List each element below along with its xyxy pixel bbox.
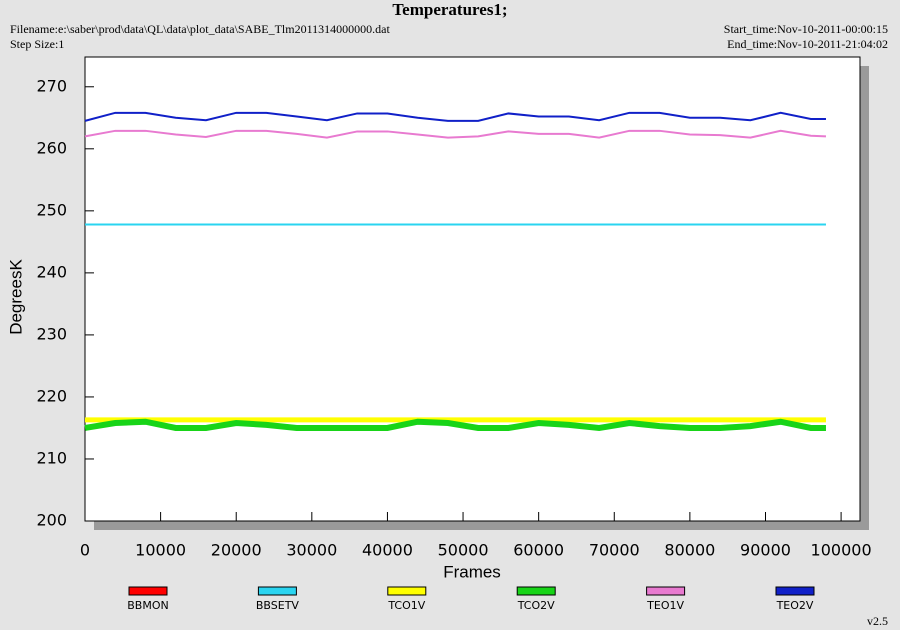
series-line — [84, 111, 826, 122]
x-tick-label: 40000 — [362, 541, 413, 560]
x-tick-label: 10000 — [135, 541, 186, 560]
y-tick-label: 230 — [36, 324, 67, 343]
y-tick-label: 240 — [36, 262, 67, 281]
y-tick-label: 260 — [36, 138, 67, 157]
legend-label: BBSETV — [256, 599, 300, 612]
legend-label: TCO2V — [517, 599, 555, 612]
plot-area — [84, 56, 861, 522]
legend-label: TCO1V — [387, 599, 425, 612]
chart-title: Temperatures1; — [392, 0, 507, 19]
x-tick-label: 80000 — [664, 541, 715, 560]
y-tick-label: 210 — [36, 448, 67, 467]
x-tick-label: 30000 — [286, 541, 337, 560]
version: v2.5 — [867, 614, 888, 628]
series-line — [84, 418, 826, 431]
legend-label: TEO2V — [776, 599, 814, 612]
series-line — [84, 129, 827, 139]
legend-label: TEO1V — [646, 599, 684, 612]
start-time: Start_time:Nov-10-2011-00:00:15 — [724, 22, 888, 36]
y-tick-label: 200 — [36, 511, 67, 530]
legend-label: BBMON — [127, 599, 168, 612]
x-tick-label: 70000 — [589, 541, 640, 560]
end-time: End_time:Nov-10-2011-21:04:02 — [727, 37, 888, 51]
x-tick-label: 60000 — [513, 541, 564, 560]
x-tick-label: 50000 — [438, 541, 489, 560]
x-tick-label: 0 — [80, 541, 90, 560]
x-tick-label: 20000 — [211, 541, 262, 560]
legend-swatch — [128, 586, 168, 596]
step-size: Step Size:1 — [10, 37, 64, 51]
x-tick-label: 100000 — [811, 541, 872, 560]
legend-swatch — [646, 586, 686, 596]
legend-swatch — [257, 586, 297, 596]
x-tick-label: 90000 — [740, 541, 791, 560]
legend-swatch — [387, 586, 427, 596]
filename: Filename:e:\saber\prod\data\QL\data\plot… — [10, 22, 390, 36]
y-tick-label: 220 — [36, 386, 67, 405]
legend-swatch — [516, 586, 556, 596]
y-tick-label: 270 — [36, 76, 67, 95]
y-axis-label: DegreesK — [6, 259, 25, 335]
x-axis-label: Frames — [443, 562, 501, 581]
y-tick-label: 250 — [36, 200, 67, 219]
legend-swatch — [775, 586, 815, 596]
